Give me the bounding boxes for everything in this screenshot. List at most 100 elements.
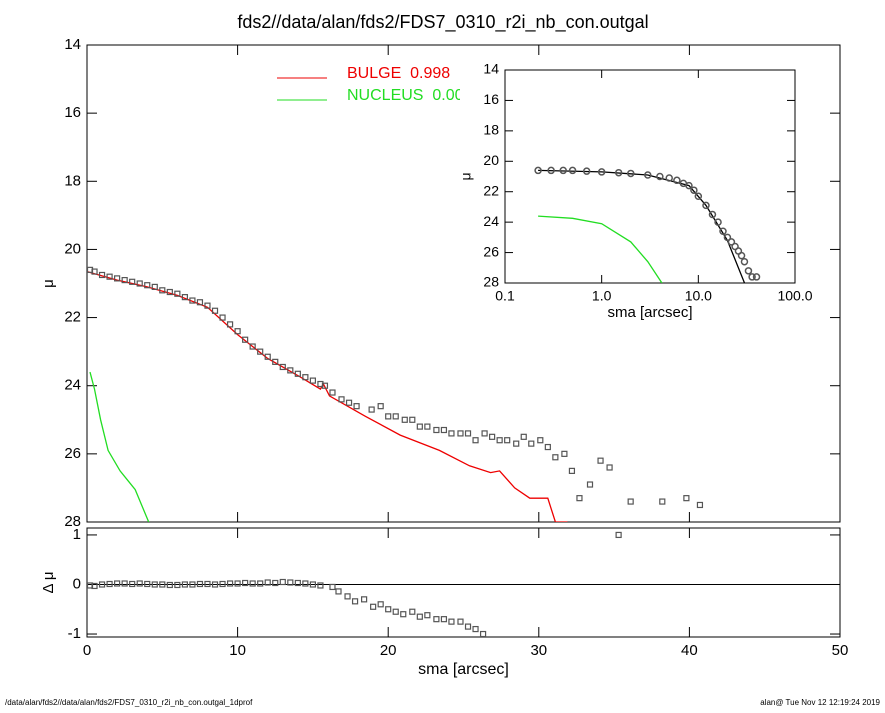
data-point: [606, 464, 613, 471]
data-point: [294, 370, 301, 377]
data-point: [702, 201, 710, 210]
x-tick-label: 50: [832, 642, 849, 659]
data-point: [673, 176, 681, 185]
data-point: [159, 581, 166, 588]
data-point: [98, 271, 106, 279]
data-point: [424, 423, 431, 430]
data-point: [457, 618, 464, 625]
data-point: [615, 531, 622, 539]
x-tick-label: 30: [530, 642, 547, 659]
data-point: [547, 166, 555, 175]
data-point: [696, 501, 704, 509]
data-point: [321, 382, 329, 389]
data-point: [351, 598, 359, 605]
data-point: [568, 166, 577, 175]
y-tick-label: 22: [483, 182, 499, 198]
data-point: [489, 433, 496, 440]
data-point: [534, 166, 542, 175]
data-point: [409, 608, 416, 615]
y-tick-label: 20: [64, 240, 81, 257]
data-point: [174, 581, 181, 589]
y-tick-label: 18: [483, 122, 499, 138]
data-point: [544, 443, 551, 451]
data-point: [627, 498, 634, 505]
data-point: [586, 481, 594, 488]
y-tick-label: 28: [483, 274, 499, 290]
data-point: [181, 581, 188, 588]
data-point: [481, 430, 488, 437]
y-tick-label: 18: [64, 172, 81, 189]
data-point: [121, 580, 128, 587]
data-point: [219, 580, 226, 588]
data-point: [528, 440, 535, 447]
data-point: [114, 275, 121, 282]
data-point: [520, 433, 527, 440]
data-point: [335, 588, 342, 595]
data-point: [537, 437, 544, 444]
data-point: [752, 273, 761, 281]
data-point: [234, 580, 241, 587]
data-point: [361, 596, 368, 603]
y-tick-label: 26: [64, 445, 81, 462]
data-point: [416, 423, 423, 430]
data-point: [345, 399, 353, 406]
data-point: [219, 314, 226, 321]
y-tick-label: 0: [73, 575, 81, 592]
data-point: [181, 294, 188, 301]
data-point: [272, 579, 279, 587]
x-axis-label: sma [arcsec]: [607, 304, 692, 321]
data-point: [597, 168, 606, 176]
data-point: [211, 581, 219, 588]
data-point: [576, 495, 583, 502]
inset-background: [460, 60, 825, 333]
footer-left: /data/alan/fds2//data/alan/fds2/FDS7_031…: [5, 698, 253, 707]
data-point: [479, 630, 487, 637]
data-point: [144, 282, 151, 289]
x-tick-label: 20: [380, 642, 397, 659]
data-point: [504, 437, 511, 444]
data-point: [264, 353, 271, 360]
y-tick-label: 22: [64, 309, 81, 326]
data-point: [242, 336, 249, 343]
y-tick-label: 24: [483, 213, 499, 229]
data-point: [159, 287, 166, 294]
data-point: [249, 580, 256, 587]
data-point: [136, 580, 143, 587]
data-point: [694, 192, 703, 201]
data-point: [234, 328, 241, 335]
data-point: [582, 167, 591, 175]
y-tick-label: 28: [64, 513, 81, 530]
data-point: [309, 377, 316, 384]
data-point: [464, 623, 472, 630]
data-point: [392, 413, 399, 420]
y-axis-label: Δ μ: [40, 571, 57, 593]
data-point: [440, 616, 448, 623]
data-point: [433, 426, 440, 434]
x-tick-label: 10: [229, 642, 246, 659]
data-point: [740, 257, 749, 266]
data-point: [166, 581, 173, 589]
data-point: [329, 389, 336, 396]
data-point: [98, 581, 106, 588]
data-point: [552, 454, 559, 461]
model-line: [538, 215, 663, 283]
data-point: [719, 227, 727, 236]
legend-label: BULGE 0.998: [347, 65, 450, 82]
footer-right: alan@ Tue Nov 12 12:19:24 2019: [760, 698, 880, 707]
plot-area: [534, 166, 761, 283]
data-point: [344, 593, 351, 600]
plot-frame: [504, 69, 796, 284]
data-point: [627, 169, 635, 178]
x-tick-label: 0: [83, 642, 91, 659]
data-point: [309, 581, 316, 588]
data-point: [204, 302, 211, 309]
data-point: [136, 280, 143, 287]
data-point: [204, 580, 211, 588]
data-point: [448, 430, 455, 437]
x-axis-label: sma [arcsec]: [418, 661, 509, 678]
data-point: [189, 297, 196, 304]
data-point: [409, 416, 416, 423]
data-point: [370, 603, 377, 610]
